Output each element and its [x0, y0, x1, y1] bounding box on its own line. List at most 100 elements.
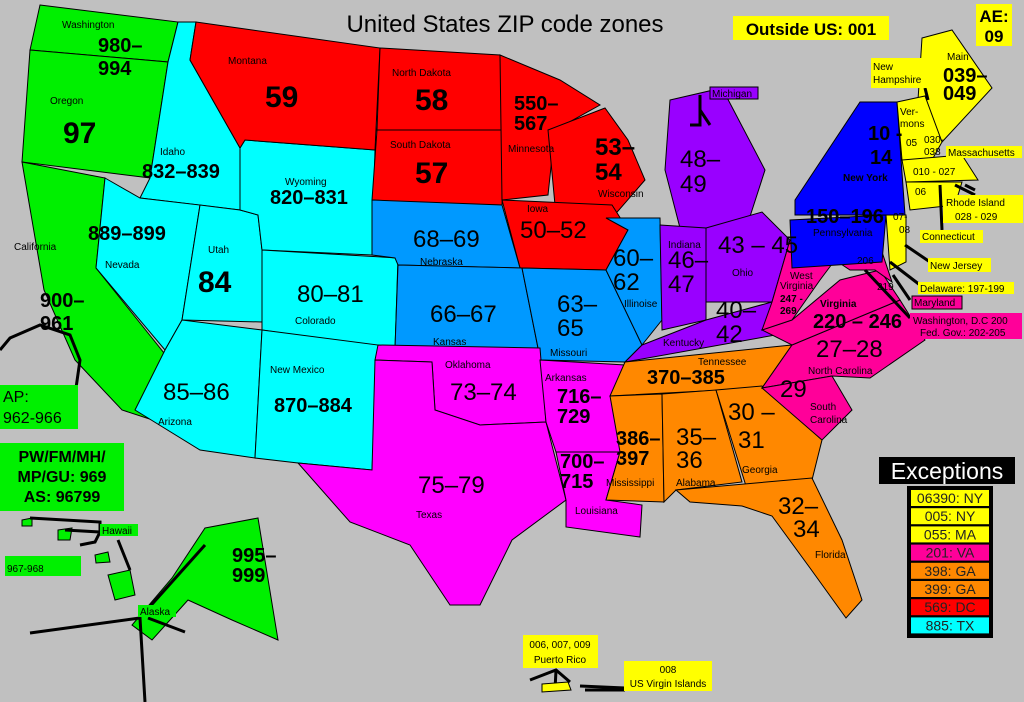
- exception-item: 885: TX: [926, 617, 975, 633]
- vermont-name-2: mons: [900, 119, 924, 130]
- mississippi-name: Mississippi: [606, 478, 654, 489]
- dc-label-box: [910, 313, 1022, 339]
- ohio-name: Ohio: [732, 268, 754, 279]
- idaho-zip: 832–839: [142, 161, 220, 183]
- dc-fed-gov: Fed. Gov.: 202-205: [920, 328, 1006, 339]
- michigan-zip-2: 49: [680, 171, 707, 198]
- region-hawaii-maui: [94, 551, 111, 564]
- illinois-name: Illinoise: [624, 299, 658, 310]
- missouri-zip: 63–: [557, 291, 598, 318]
- new-jersey-callout: [904, 243, 931, 264]
- callout-lines: [0, 87, 976, 702]
- indiana-zip-2: 47: [668, 271, 695, 298]
- texas-name: Texas: [416, 510, 442, 521]
- new-hampshire-name: New: [873, 62, 894, 73]
- kentucky-zip: 40–: [716, 297, 757, 324]
- exception-item: 005: NY: [925, 508, 976, 524]
- montana-name: Montana: [228, 56, 267, 67]
- region-oregon: [21, 49, 169, 179]
- illinois-zip: 60–: [613, 245, 654, 272]
- maine-zip-2: 049: [943, 83, 976, 105]
- virginia-name: Virginia: [820, 299, 857, 310]
- iowa-name: Iowa: [527, 204, 549, 215]
- south-dakota-name: South Dakota: [390, 140, 451, 151]
- connecticut-callout: [938, 184, 944, 231]
- colorado-zip: 80–81: [297, 281, 364, 308]
- utah-zip: 84: [198, 266, 232, 299]
- south-carolina-name: South: [810, 402, 836, 413]
- region-hawaii-big: [107, 569, 136, 601]
- nebraska-name: Nebraska: [420, 257, 463, 268]
- california-name: California: [14, 242, 57, 253]
- kentucky-zip-2: 42: [716, 321, 743, 348]
- north-carolina-name: North Carolina: [808, 366, 873, 377]
- pennsylvania-zip: 150–196: [806, 206, 884, 228]
- minnesota-zip-2: 567: [514, 113, 547, 135]
- new-hampshire-callout: [923, 87, 930, 101]
- exception-swatch: [911, 526, 989, 543]
- puerto-rico-label-box: [523, 635, 598, 668]
- oregon-name: Oregon: [50, 96, 83, 107]
- dc-callout: [863, 268, 912, 320]
- connecticut-zip: 06: [915, 187, 927, 198]
- outside-us-label: Outside US: 001: [746, 20, 876, 39]
- new-hampshire-name-2: Hampshire: [873, 75, 922, 86]
- dc-name: Washington, D.C 200: [913, 316, 1008, 327]
- kansas-zip: 66–67: [430, 301, 497, 328]
- west-virginia-zip: 247 -: [780, 294, 803, 305]
- rhode-island-label-box: [943, 195, 1023, 223]
- exception-swatch: [911, 599, 989, 616]
- new-jersey-zip-2: 08: [899, 225, 911, 236]
- exception-item: 201: VA: [926, 545, 975, 561]
- west-virginia-zip-2: 269: [780, 306, 797, 317]
- exception-item: 055: MA: [924, 526, 977, 542]
- california-zip-2: 961: [40, 313, 73, 335]
- new-york-name: New York: [843, 173, 888, 184]
- georgia-zip-2: 31: [738, 427, 765, 454]
- maryland-label-box: [911, 295, 963, 310]
- delaware-name: Delaware: 197-199: [920, 284, 1005, 295]
- oregon-zip: 97: [63, 117, 96, 150]
- colorado-name: Colorado: [295, 316, 336, 327]
- alaska-label-box: [138, 605, 176, 617]
- puerto-rico-zip: 006, 007, 009: [529, 640, 591, 651]
- new-jersey-zip: 07-: [893, 212, 907, 223]
- louisiana-name: Louisiana: [575, 506, 618, 517]
- region-pennsylvania: [789, 214, 887, 269]
- missouri-name: Missouri: [550, 348, 587, 359]
- ae-label: AE:: [979, 7, 1008, 26]
- ae-zip: 09: [985, 27, 1004, 46]
- indiana-name: Indiana: [668, 240, 701, 251]
- missouri-zip-2: 65: [557, 315, 584, 342]
- alabama-zip-2: 36: [676, 447, 703, 474]
- wyoming-name: Wyoming: [285, 177, 327, 188]
- hawaii-label-box: [100, 524, 138, 536]
- florida-name: Florida: [815, 550, 846, 561]
- puerto-rico-shape: [541, 681, 572, 693]
- mississippi-zip-2: 397: [616, 448, 649, 470]
- exceptions-title-box: [879, 457, 1015, 484]
- region-south-carolina: [760, 375, 853, 441]
- vermont-name: Ver-: [900, 107, 918, 118]
- kansas-name: Kansas: [433, 337, 466, 348]
- region-texas: [296, 359, 567, 606]
- massachusetts-callout: [964, 183, 976, 192]
- louisiana-zip-2: 715: [560, 471, 593, 493]
- kentucky-name: Kentucky: [663, 338, 704, 349]
- alabama-name: Alabama: [676, 478, 716, 489]
- hawaii-name: Hawaii: [102, 526, 132, 537]
- pacific-line-1: PW/FM/MH/: [18, 449, 106, 466]
- exception-swatch: [911, 581, 989, 597]
- connecticut-name: Connecticut: [922, 232, 975, 243]
- michigan-zip: 48–: [680, 146, 721, 173]
- massachusetts-label-box: [946, 146, 1022, 158]
- exception-item: 569: DC: [924, 599, 975, 615]
- california-zip: 900–: [40, 290, 85, 312]
- maine-name: Main: [947, 52, 969, 63]
- exception-swatch: [911, 508, 989, 525]
- rhode-island-callout: [954, 183, 976, 197]
- florida-zip-2: 34: [793, 516, 820, 543]
- exceptions-title: Exceptions: [891, 458, 1004, 484]
- nebraska-zip: 68–69: [413, 226, 480, 253]
- virgin-islands-label-box: [624, 661, 712, 691]
